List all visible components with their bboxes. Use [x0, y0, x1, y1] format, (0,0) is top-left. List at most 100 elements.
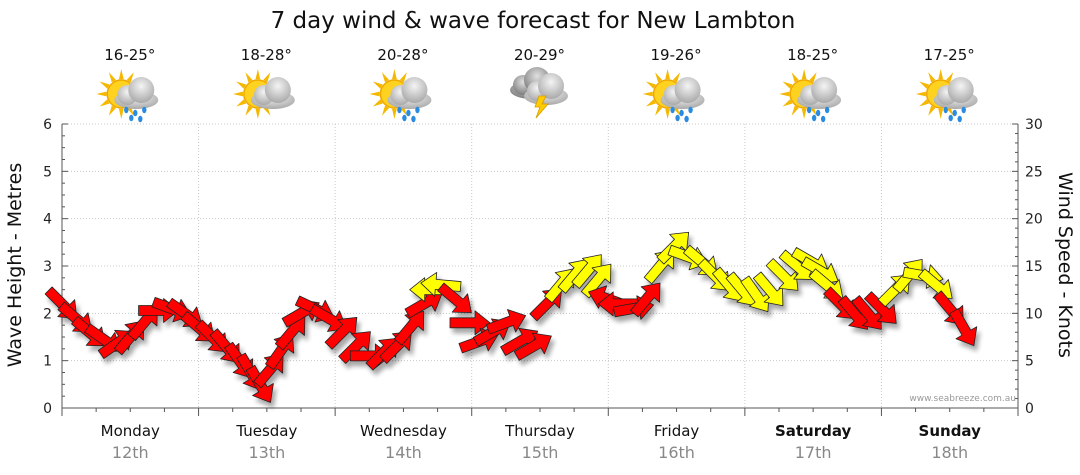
sun-cloud-rain-icon [369, 69, 432, 123]
y-tick-label-left: 5 [43, 164, 52, 180]
sun-ray [919, 81, 930, 89]
cloud-puff [811, 77, 838, 103]
sun-ray [399, 72, 407, 83]
sun-ray [915, 91, 926, 97]
wind-arrow [393, 311, 425, 346]
wind-arrow [513, 332, 552, 361]
sun-ray [801, 69, 807, 80]
sun-ray [108, 105, 116, 116]
cloud-puff [401, 77, 428, 103]
day-name-label: Friday [654, 422, 700, 440]
y-tick-label-right: 25 [1025, 164, 1043, 180]
sun-ray [118, 69, 124, 80]
sun-ray [99, 81, 110, 89]
raindrop [688, 106, 693, 114]
raindrop [397, 106, 402, 114]
daily-weather-row: 16-25° 18-28° 20-28° 20-29° 19-26° 18-25° 17-2… [96, 46, 978, 123]
wind-arrow-shape [630, 282, 661, 318]
sun-ray [645, 99, 656, 107]
y-axis-right-label: Wind Speed - Knots [1054, 172, 1076, 358]
cloud-puff [674, 77, 701, 103]
day-date-label: 14th [385, 443, 422, 462]
sun-ray [928, 72, 936, 83]
wind-arrow [864, 291, 897, 324]
sun-ray [645, 81, 656, 89]
y-tick-label-left: 3 [43, 259, 52, 275]
sun-ray [928, 105, 936, 116]
y-tick-label-left: 0 [43, 401, 52, 417]
cloud-shape [797, 77, 842, 109]
raindrop [806, 106, 812, 114]
cloud-puff [128, 77, 155, 103]
y-tick-label-right: 20 [1025, 212, 1043, 228]
wind-arrow-shape [393, 311, 425, 346]
day-labels-row: Monday 12th Tuesday 13th Wednesday 14th Thursd… [101, 422, 981, 462]
sun-ray [938, 69, 944, 80]
wind-arrow [308, 303, 347, 332]
sun-cloud-rain-icon [96, 69, 159, 123]
day-name-label: Monday [101, 422, 160, 440]
sun-ray [369, 91, 380, 97]
sun-ray [672, 72, 681, 83]
sun-ray [919, 99, 930, 107]
raindrop [129, 114, 134, 122]
wind-arrow-shape [864, 291, 897, 324]
sun-ray [118, 108, 124, 119]
sun-ray [655, 105, 663, 116]
day-date-label: 12th [112, 443, 149, 462]
raindrop [811, 114, 817, 122]
day-date-label: 17th [795, 443, 832, 462]
raindrop [133, 109, 138, 117]
storm-icon [510, 67, 568, 119]
raindrop [684, 115, 689, 123]
sun-ray [381, 105, 390, 116]
raindrop [957, 115, 962, 123]
wind-arrow [630, 282, 661, 318]
sun-ray [779, 91, 790, 97]
sun-ray [232, 91, 243, 97]
raindrop [948, 114, 953, 122]
cloud-shape [250, 77, 295, 109]
cloud-shape [933, 77, 978, 109]
y-tick-label-right: 5 [1025, 354, 1034, 370]
cloud-puff [264, 77, 291, 103]
sun-ray [655, 72, 663, 83]
wind-arrow-shape [765, 258, 799, 291]
raindrop [943, 106, 948, 114]
raindrop [824, 106, 830, 114]
y-tick-label-right: 0 [1025, 401, 1034, 417]
sun-ray [801, 108, 807, 119]
cloud-puff [947, 77, 974, 103]
sun-ray [782, 99, 793, 107]
sun-ray [263, 72, 271, 83]
wind-arrow [485, 309, 527, 335]
chart-title: 7 day wind & wave forecast for New Lambt… [271, 8, 796, 34]
temperature-range: 20-29° [514, 46, 565, 64]
day-name-label: Saturday [775, 422, 852, 440]
sun-ray [245, 72, 253, 83]
sun-ray [99, 99, 110, 107]
raindrop [406, 109, 411, 117]
plot-grid [62, 123, 1018, 408]
sun-ray [96, 91, 107, 97]
sun-ray [392, 69, 397, 80]
wind-arrow [949, 308, 978, 347]
temperature-range: 18-28° [241, 46, 292, 64]
day-name-label: Tuesday [235, 422, 297, 440]
raindrop [961, 106, 966, 114]
sun-ray [372, 81, 383, 89]
sun-ray [381, 72, 390, 83]
sun-ray [782, 81, 793, 89]
wind-arrow [437, 282, 472, 313]
y-tick-label-right: 15 [1025, 259, 1043, 275]
cloud-puff [538, 73, 564, 99]
raindrop [679, 109, 684, 117]
y-tick-label-right: 10 [1025, 306, 1043, 322]
sun-ray [665, 69, 670, 80]
y-tick-label-left: 1 [43, 354, 52, 370]
day-date-label: 16th [658, 443, 695, 462]
raindrop [675, 114, 680, 122]
wind-arrow [580, 263, 612, 299]
wind-arrow [338, 331, 371, 364]
wind-arrow-shape [437, 282, 472, 313]
